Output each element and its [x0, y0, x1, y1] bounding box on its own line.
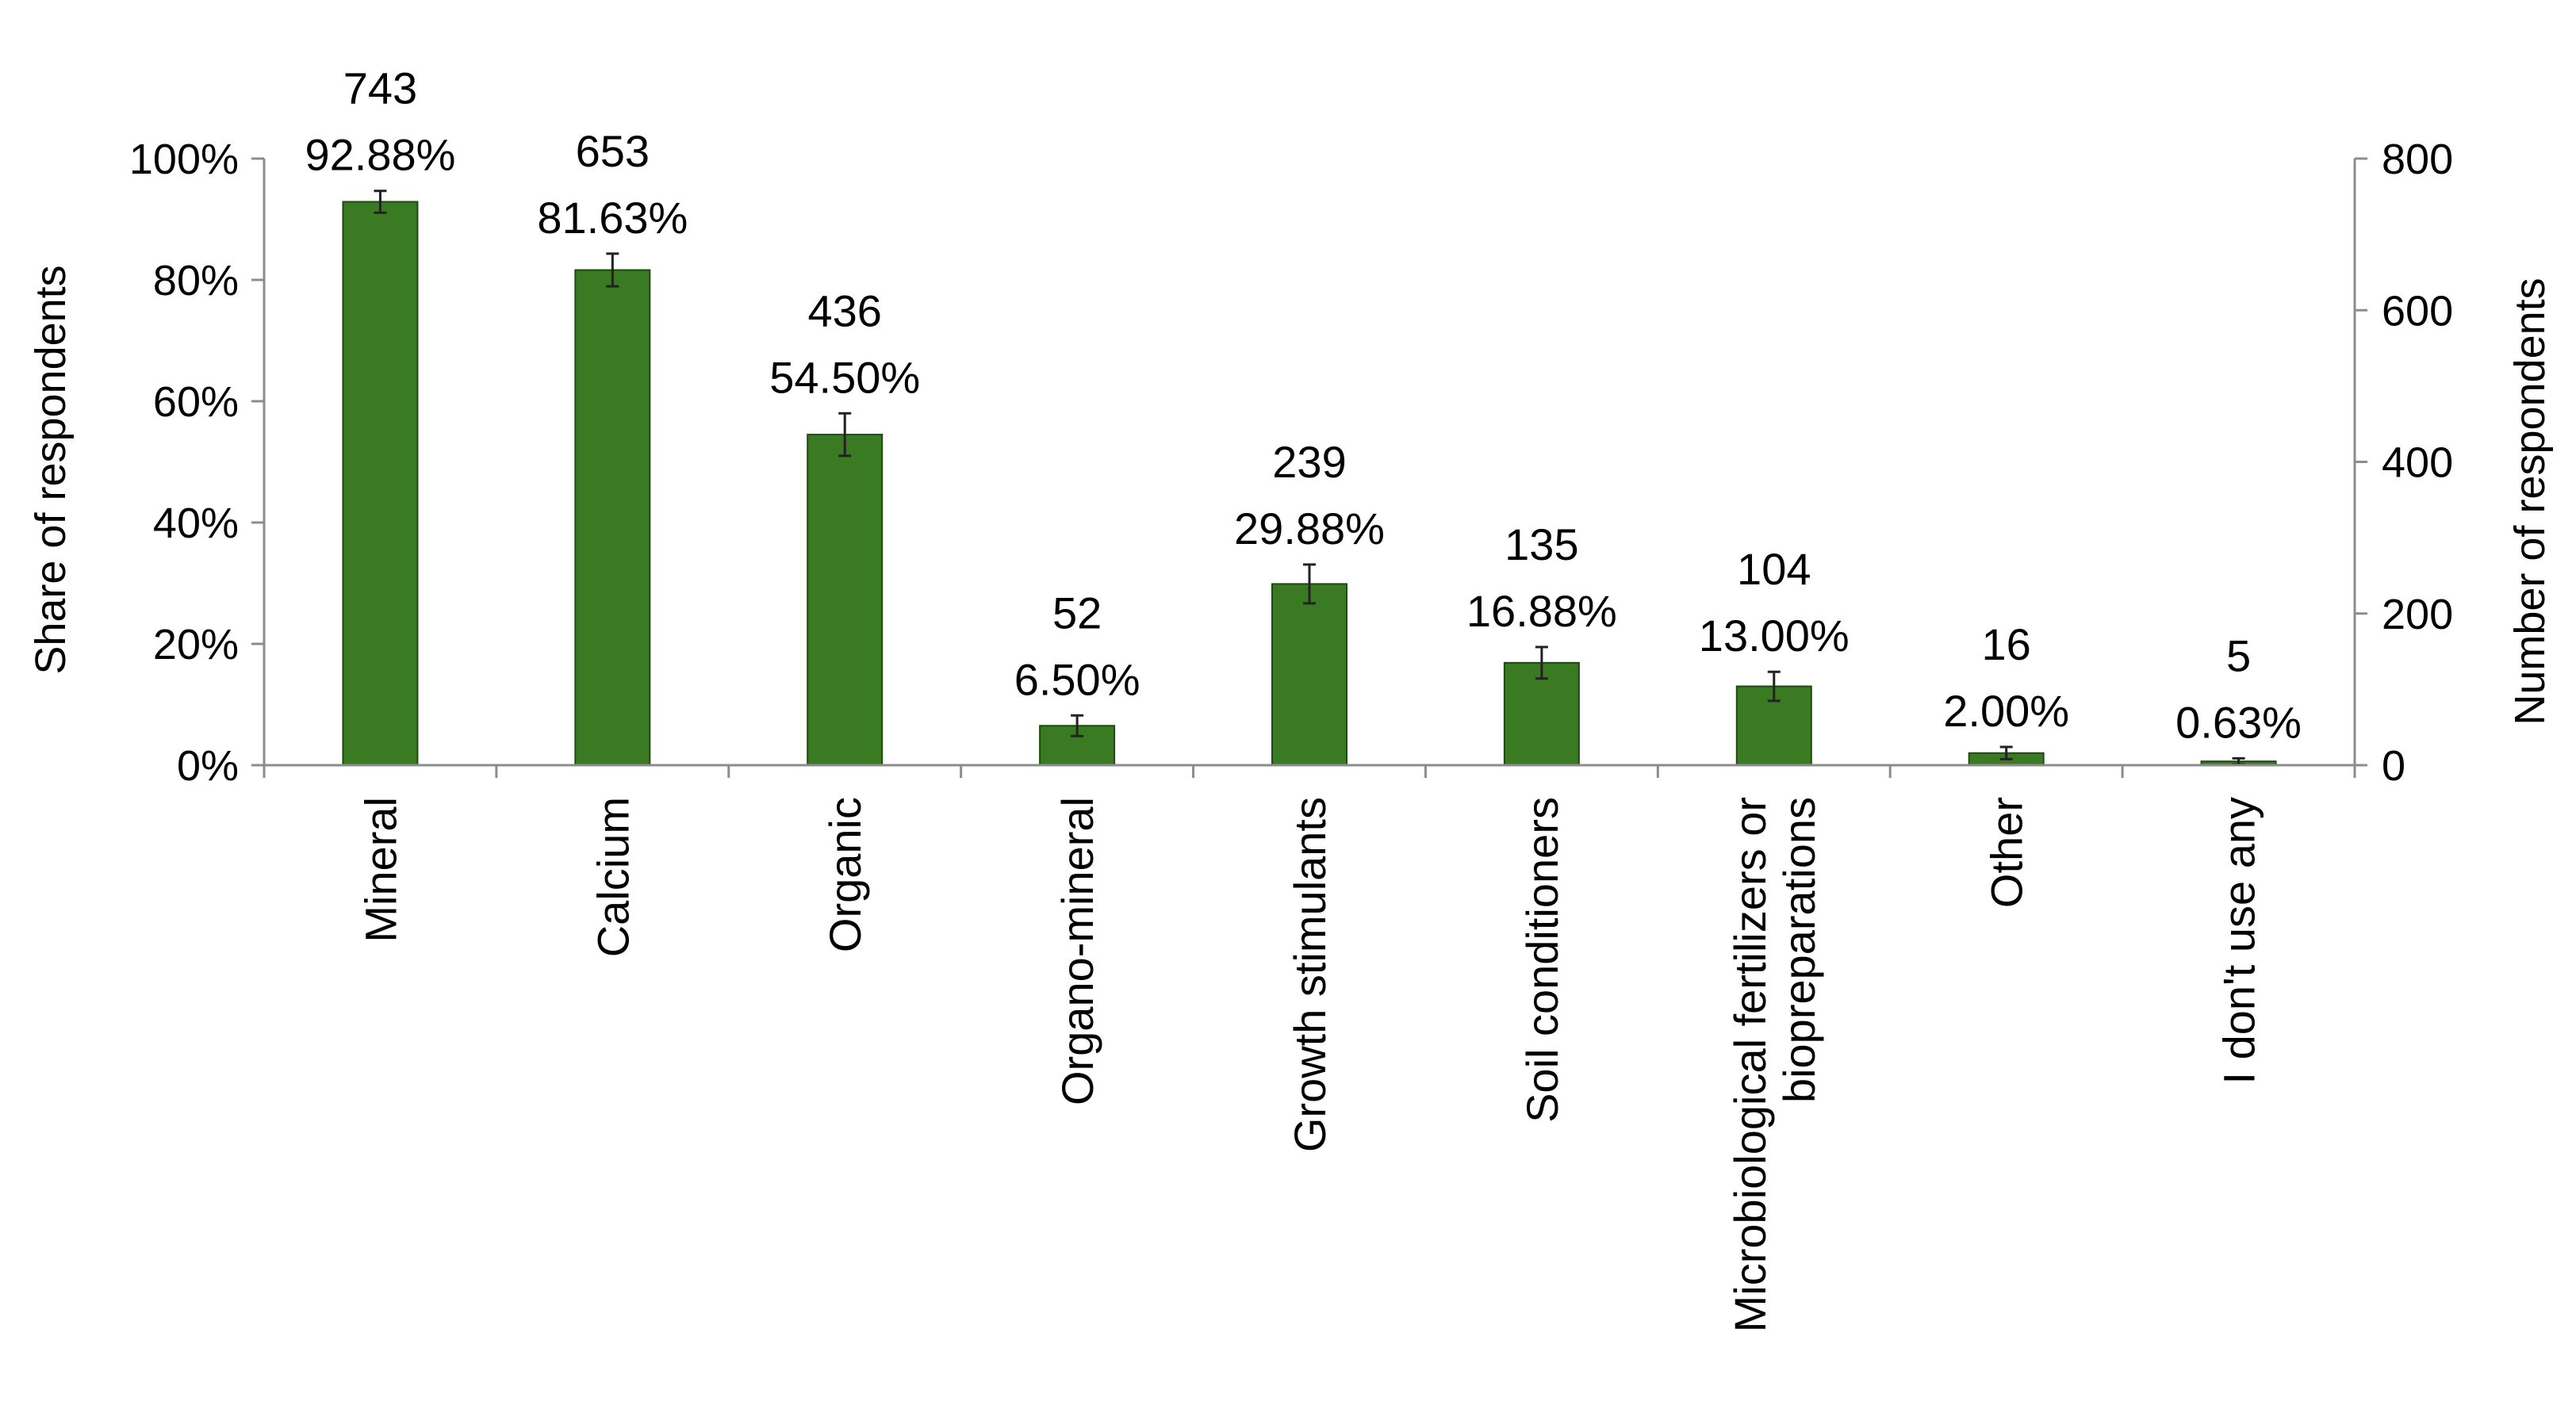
count-label: 239 [1272, 437, 1346, 487]
category-label: Growth stimulants [1285, 797, 1335, 1152]
share-label: 0.63% [2175, 697, 2302, 747]
left-y-axis: 0% 20% 40% 60% 80% 100% [129, 136, 266, 790]
share-label: 16.88% [1466, 586, 1617, 636]
data-labels: 743 92.88% 653 81.63% 436 54.50% 52 6.50% 239 29.… [305, 63, 2301, 748]
count-label: 16 [1982, 619, 2031, 669]
left-tick-label: 60% [153, 378, 239, 426]
right-tick-label: 0 [2382, 742, 2405, 790]
category-labels: Mineral Calcium Organic Organo-mineral Growt… [355, 765, 2264, 1332]
category-label: Calcium [588, 797, 638, 957]
bar-mineral [342, 201, 419, 766]
right-tick-label: 800 [2382, 136, 2453, 183]
bar-growth-stimulants [1271, 583, 1347, 767]
share-label: 2.00% [1943, 686, 2069, 736]
count-label: 104 [1737, 544, 1811, 594]
count-label: 5 [2226, 630, 2251, 680]
count-label: 135 [1505, 519, 1578, 569]
share-label: 6.50% [1014, 654, 1140, 704]
share-label: 92.88% [305, 130, 455, 180]
category-label: Soil conditioners [1517, 797, 1567, 1123]
bar-organic [807, 434, 884, 766]
count-label: 653 [576, 126, 650, 176]
right-tick-label: 600 [2382, 287, 2453, 335]
bars [342, 190, 2277, 767]
count-label: 52 [1052, 588, 1102, 638]
category-label: Microbiological fertilizers or [1725, 797, 1775, 1332]
share-label: 81.63% [537, 193, 688, 243]
share-label: 54.50% [769, 352, 920, 402]
share-label: 13.00% [1699, 611, 1850, 661]
bar-soil-conditioners [1503, 661, 1580, 766]
y2-axis-title: Number of respondents [2506, 278, 2554, 725]
y-axis-title: Share of respondents [27, 265, 75, 674]
right-tick-label: 200 [2382, 591, 2453, 638]
left-tick-label: 40% [153, 500, 239, 547]
left-tick-label: 100% [129, 136, 239, 183]
category-label: Other [1982, 797, 2032, 908]
right-y-axis: 0 200 400 600 800 [2353, 136, 2453, 790]
count-label: 743 [343, 63, 417, 113]
category-label: Organic [820, 797, 870, 952]
right-tick-label: 400 [2382, 439, 2453, 487]
left-tick-label: 0% [177, 742, 239, 790]
left-tick-label: 20% [153, 621, 239, 668]
left-tick-label: 80% [153, 257, 239, 304]
category-label: Organo-mineral [1052, 797, 1102, 1105]
bar-calcium [574, 269, 651, 766]
category-label: I don't use any [2214, 797, 2264, 1085]
category-label: Mineral [355, 797, 405, 943]
share-label: 29.88% [1234, 504, 1385, 553]
count-label: 436 [808, 285, 882, 335]
category-label: biopreparations [1774, 797, 1824, 1103]
